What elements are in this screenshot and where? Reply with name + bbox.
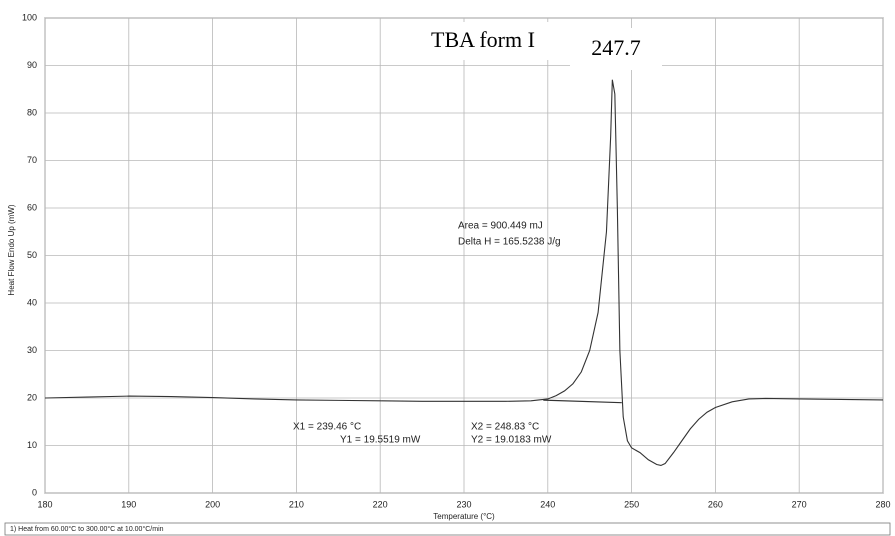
y-tick-label: 100 — [22, 12, 37, 22]
x-tick-label: 240 — [540, 499, 555, 509]
x-tick-label: 260 — [708, 499, 723, 509]
x-tick-label: 230 — [456, 499, 471, 509]
annotation: X2 = 248.83 °C — [471, 422, 539, 433]
title-box — [400, 22, 566, 60]
y-tick-label: 30 — [27, 345, 37, 355]
baseline-line — [543, 399, 622, 404]
peak-label: 247.7 — [591, 35, 641, 60]
x-tick-label: 190 — [121, 499, 136, 509]
data-line — [44, 79, 884, 467]
y-tick-label: 10 — [27, 440, 37, 450]
x-tick-label: 270 — [792, 499, 807, 509]
x-tick-label: 210 — [289, 499, 304, 509]
chart-title: TBA form I — [431, 27, 535, 52]
annotation: Area = 900.449 mJ — [458, 221, 543, 232]
y-tick-label: 40 — [27, 297, 37, 307]
y-tick-label: 70 — [27, 155, 37, 165]
footer: 1) Heat from 60.00°C to 300.00°C at 10.0… — [10, 525, 164, 533]
x-axis-label: Temperature (°C) — [433, 512, 495, 521]
peak-box — [570, 28, 662, 70]
x-tick-label: 180 — [37, 499, 52, 509]
y-axis-label: Heat Flow Endo Up (mW) — [7, 204, 16, 295]
annotation: X1 = 239.46 °C — [293, 422, 361, 433]
annotation: Y2 = 19.0183 mW — [471, 435, 552, 446]
y-tick-label: 60 — [27, 202, 37, 212]
y-tick-label: 50 — [27, 250, 37, 260]
y-tick-label: 20 — [27, 392, 37, 402]
annotation: Delta H = 165.5238 J/g — [458, 237, 561, 248]
x-tick-label: 220 — [373, 499, 388, 509]
x-tick-label: 250 — [624, 499, 639, 509]
footer-box — [4, 522, 891, 536]
x-tick-label: 280 — [875, 499, 890, 509]
y-tick-label: 0 — [32, 487, 37, 497]
annotation: Y1 = 19.5519 mW — [340, 435, 421, 446]
y-tick-label: 90 — [27, 60, 37, 70]
y-tick-label: 80 — [27, 107, 37, 117]
x-tick-label: 200 — [205, 499, 220, 509]
